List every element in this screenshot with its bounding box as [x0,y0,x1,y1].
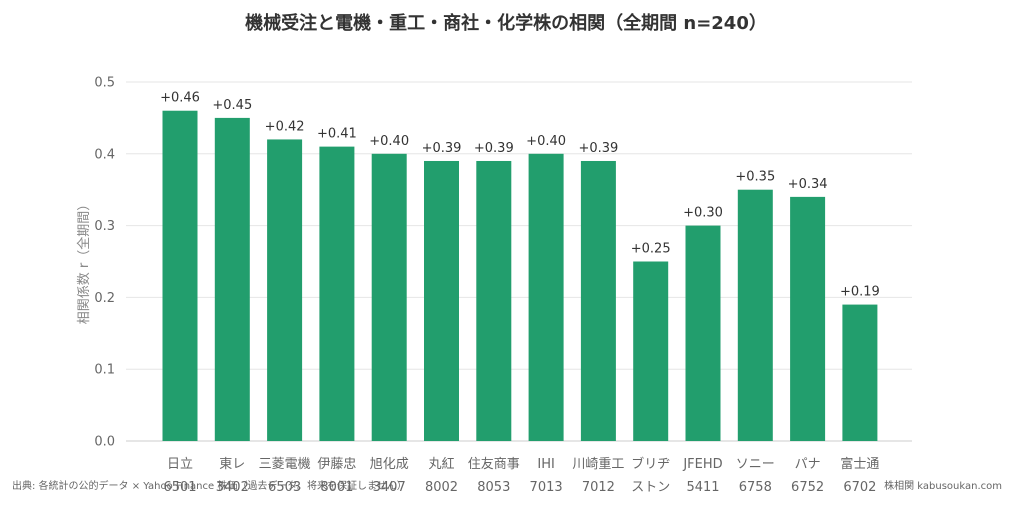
chart-title: 機械受注と電機・重工・商社・化学株の相関（全期間 n=240） [245,12,767,34]
bar [528,153,564,442]
x-tick-label: JFEHD 5411 [682,457,722,495]
x-tick-label: 住友商事 8053 [468,456,520,495]
data-label: +0.46 [160,91,200,106]
data-label: +0.34 [788,177,828,192]
x-tick-label: 旭化成 3407 [370,457,409,495]
y-tick-label: 0.0 [94,435,115,450]
data-label: +0.41 [317,127,357,142]
y-tick-label: 0.2 [94,291,115,306]
data-label: +0.19 [840,285,880,300]
x-tick-label: ブリヂストン [631,456,670,495]
y-axis-label: 相関係数 r（全期間） [76,198,92,324]
x-tick-label: 日立 6501 [163,457,196,495]
data-label: +0.40 [369,134,409,149]
footer-source: 出典: 各統計の公的データ × Yahoo Finance 株価（過去データ。将… [12,479,407,492]
x-tick-label: 伊藤忠 8001 [317,457,356,495]
x-tick-label: 富士通 6702 [840,456,879,495]
data-label: +0.39 [422,141,462,156]
y-tick-label: 0.1 [94,363,115,378]
data-label: +0.25 [631,242,671,257]
x-tick-label: ソニー 6758 [736,457,775,495]
grid [126,81,912,442]
y-tick-label: 0.5 [94,76,115,91]
bar [424,160,459,442]
data-label: +0.30 [683,206,723,221]
bar [162,110,198,441]
x-tick-label: 三菱電機 6503 [259,457,311,495]
bars: +0.46 +0.45 +0.42 +0.41 +0.40 +0.39 +0.39 +0.40… [160,91,880,442]
bar [580,160,616,442]
bar [267,139,303,441]
x-tick-label: 川崎重工 7012 [572,456,624,495]
data-label: +0.40 [526,134,566,149]
bar [790,196,826,441]
x-tick-label: 丸紅 8002 [425,457,458,495]
data-label: +0.42 [265,119,305,134]
data-label: +0.39 [474,141,514,156]
bar [371,153,407,442]
footer-credit: 株相関 kabusoukan.com [884,479,1002,492]
x-tick-label: パナ 6752 [791,457,824,495]
bar [737,189,773,441]
x-tick-label: 東レ 3402 [216,456,249,495]
bar [633,261,669,441]
y-axis: 0.0 0.1 0.2 0.3 0.4 0.5 [94,76,115,450]
bar [685,225,721,441]
data-label: +0.39 [578,141,618,156]
bar [476,160,512,442]
x-tick-label: IHI 7013 [530,457,563,495]
y-tick-label: 0.4 [94,147,115,162]
y-tick-label: 0.3 [94,219,115,234]
bar [319,146,355,441]
data-label: +0.45 [212,98,252,113]
data-label: +0.35 [735,170,775,185]
bar [842,304,878,441]
bar [214,117,250,442]
